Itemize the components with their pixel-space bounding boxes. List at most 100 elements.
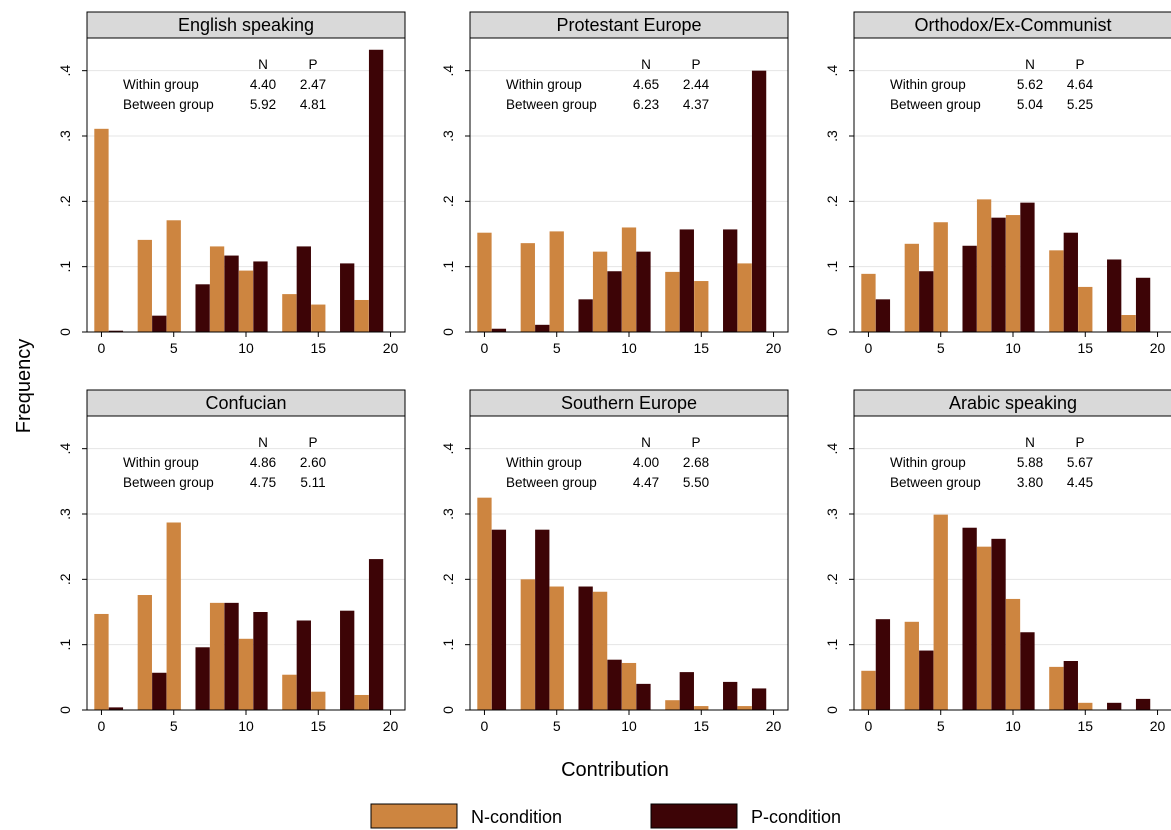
bar-p-condition-x4 <box>919 271 934 332</box>
bar-n-condition-x0 <box>477 232 492 332</box>
stats-row-label: Within group <box>506 77 582 92</box>
y-axis-label: Frequency <box>13 339 35 434</box>
bar-p-condition-x17 <box>340 263 355 332</box>
stats-value-p: 4.64 <box>1067 77 1094 92</box>
stats-header-p: P <box>1075 435 1084 450</box>
stats-value-n: 5.04 <box>1017 97 1044 112</box>
panel-title: Confucian <box>205 393 286 413</box>
y-tick-label: .3 <box>440 508 456 520</box>
bar-n-condition-x13 <box>282 674 297 710</box>
panel-title-strip <box>469 11 789 39</box>
bar-p-condition-x14 <box>679 672 694 710</box>
bar-p-condition-x1 <box>491 328 507 332</box>
bar-n-condition-x0 <box>477 497 492 710</box>
y-tick-label: .4 <box>440 65 456 77</box>
stats-value-p: 4.81 <box>300 97 326 112</box>
bar-n-condition-x15 <box>311 304 326 332</box>
panel-english-speaking: English speaking 0 .1 .2 .3 .4 0 5 10 15 20 N P Withi… <box>57 11 406 356</box>
bar-n-condition-x13 <box>665 271 680 332</box>
stats-row-label: Between group <box>506 97 597 112</box>
bar-n-condition-x3 <box>904 621 919 710</box>
bar-p-condition-x19 <box>368 49 384 332</box>
bar-n-condition-x3 <box>520 579 535 710</box>
stats-header-n: N <box>641 57 651 72</box>
legend-swatch-n-condition <box>370 803 458 829</box>
panel-title-strip <box>853 389 1171 417</box>
bar-n-condition-x15 <box>1078 286 1093 332</box>
stats-row-label: Between group <box>506 475 597 490</box>
panel-title-strip <box>469 389 789 417</box>
stats-row-label: Between group <box>123 97 214 112</box>
stats-value-p: 4.45 <box>1067 475 1093 490</box>
bar-p-condition-x9 <box>607 271 622 332</box>
bar-p-condition-x4 <box>919 650 934 710</box>
bar-n-condition-x8 <box>976 199 992 332</box>
bar-n-condition-x8 <box>209 602 225 710</box>
y-tick-label: 0 <box>440 706 456 714</box>
x-tick-label: 10 <box>621 340 637 356</box>
x-tick-label: 5 <box>553 718 561 734</box>
stats-value-n: 5.62 <box>1017 77 1043 92</box>
stats-value-n: 4.75 <box>250 475 276 490</box>
x-tick-label: 0 <box>98 718 106 734</box>
bar-p-condition-x4 <box>152 672 167 710</box>
x-tick-label: 15 <box>693 340 709 356</box>
bar-p-condition-x14 <box>296 620 311 710</box>
bar-p-condition-x19 <box>751 70 767 333</box>
bar-n-condition-x8 <box>592 591 608 710</box>
bar-n-condition-x3 <box>520 243 535 332</box>
stats-value-n: 4.40 <box>250 77 276 92</box>
bar-n-condition-x0 <box>861 670 876 710</box>
stats-value-p: 5.67 <box>1067 455 1093 470</box>
y-tick-label: .3 <box>824 130 840 142</box>
x-tick-label: 5 <box>553 340 561 356</box>
y-tick-label: 0 <box>824 706 840 714</box>
y-tick-label: .4 <box>57 443 73 455</box>
x-tick-label: 20 <box>1150 340 1166 356</box>
x-tick-label: 15 <box>310 340 326 356</box>
bar-p-condition-x9 <box>224 602 239 710</box>
panel-arabic-speaking: Arabic speaking 0 .1 .2 .3 .4 0 5 10 15 20 N P Within… <box>824 389 1171 734</box>
x-tick-label: 15 <box>1077 340 1093 356</box>
y-tick-label: .1 <box>440 261 456 273</box>
y-tick-label: 0 <box>57 328 73 336</box>
bar-n-condition-x15 <box>694 281 709 332</box>
stats-value-p: 4.37 <box>683 97 709 112</box>
y-tick-label: .4 <box>824 65 840 77</box>
bar-p-condition-x14 <box>679 229 694 332</box>
stats-value-p: 2.47 <box>300 77 326 92</box>
x-tick-label: 10 <box>1005 718 1021 734</box>
bar-p-condition-x4 <box>535 529 550 710</box>
legend-label-n-condition: N-condition <box>471 807 562 827</box>
y-tick-label: 0 <box>57 706 73 714</box>
stats-row-label: Between group <box>123 475 214 490</box>
stats-row-label: Between group <box>890 475 981 490</box>
bar-n-condition-x18 <box>737 263 752 332</box>
stats-header-n: N <box>1025 57 1035 72</box>
x-tick-label: 5 <box>170 340 178 356</box>
stats-header-p: P <box>691 435 700 450</box>
bar-p-condition-x17 <box>1107 259 1122 332</box>
panel-title: Arabic speaking <box>949 393 1077 413</box>
x-tick-label: 0 <box>481 340 489 356</box>
x-tick-label: 0 <box>98 340 106 356</box>
panel-title: Southern Europe <box>561 393 697 413</box>
y-tick-label: .2 <box>440 195 456 207</box>
stats-header-p: P <box>691 57 700 72</box>
bar-p-condition-x17 <box>340 610 355 710</box>
stats-value-n: 4.47 <box>633 475 659 490</box>
plot-frame <box>86 37 406 333</box>
x-tick-label: 20 <box>1150 718 1166 734</box>
panel-title: Orthodox/Ex-Communist <box>914 15 1111 35</box>
y-tick-label: .2 <box>57 195 73 207</box>
bar-n-condition-x15 <box>694 706 709 710</box>
bar-n-condition-x5 <box>549 586 564 710</box>
bar-n-condition-x15 <box>311 691 326 710</box>
stats-value-p: 5.25 <box>1067 97 1093 112</box>
stats-header-p: P <box>308 435 317 450</box>
stats-row-label: Within group <box>506 455 582 470</box>
bar-p-condition-x11 <box>1020 632 1035 710</box>
bar-p-condition-x11 <box>253 612 268 710</box>
bar-n-condition-x13 <box>1049 666 1064 710</box>
